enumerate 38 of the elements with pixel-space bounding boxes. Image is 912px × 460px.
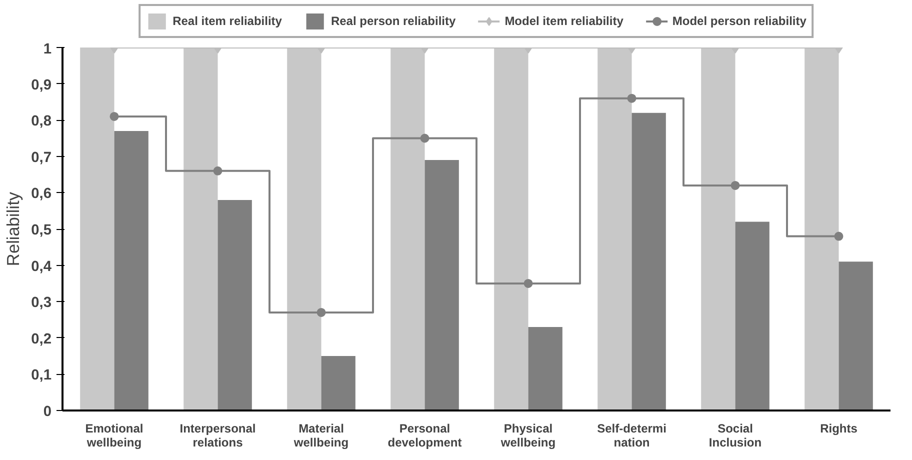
legend-label: Model person reliability — [672, 14, 806, 28]
bar — [632, 112, 666, 410]
bar — [735, 222, 770, 410]
point — [524, 278, 533, 288]
legend-label: Real person reliability — [330, 14, 456, 28]
y-tick-label: 0,7 — [31, 150, 52, 166]
x-tick-label: Self-determi nation — [597, 422, 666, 450]
y-tick-label: 0,4 — [31, 258, 52, 275]
x-tick-label: Rights — [820, 422, 858, 436]
legend-label: Model item reliability — [504, 14, 624, 28]
x-tick-label: Physical wellbeing — [500, 422, 556, 450]
bar — [424, 160, 459, 410]
y-tick-label: 0,1 — [31, 368, 52, 384]
y-tick-label: 0,3 — [31, 295, 52, 312]
y-tick-label: 0,2 — [31, 331, 52, 348]
bar — [218, 200, 252, 410]
point — [730, 180, 740, 190]
y-tick-label: 0,6 — [31, 186, 52, 202]
y-tick-label: 0 — [43, 404, 52, 420]
x-tick-label: Interpersonal relations — [180, 422, 256, 450]
bar — [838, 262, 873, 410]
bar — [114, 130, 148, 410]
y-axis-title: Reliability — [3, 192, 24, 266]
x-tick-label: Personal development — [388, 422, 462, 450]
point — [834, 232, 844, 241]
bar — [80, 48, 114, 410]
y-tick-label: 1 — [43, 42, 52, 58]
legend-label: Real item reliability — [172, 14, 282, 28]
y-tick-label: 0,5 — [31, 222, 52, 238]
bar — [321, 356, 356, 410]
y-tick-label: 0,9 — [31, 77, 52, 94]
point — [316, 308, 326, 317]
x-tick-label: Material wellbeing — [292, 422, 349, 450]
bar — [528, 327, 562, 410]
x-tick-label: Emotional wellbeing — [85, 422, 144, 450]
point — [213, 166, 222, 176]
y-tick-label: 0,8 — [31, 114, 52, 130]
x-tick-label: Social Inclusion — [708, 422, 762, 450]
